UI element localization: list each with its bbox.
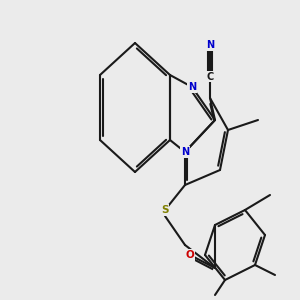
- Text: S: S: [161, 205, 169, 215]
- Text: N: N: [181, 147, 189, 157]
- Text: O: O: [186, 250, 194, 260]
- Text: C: C: [207, 71, 214, 82]
- Text: N: N: [206, 40, 214, 50]
- Text: N: N: [188, 82, 196, 92]
